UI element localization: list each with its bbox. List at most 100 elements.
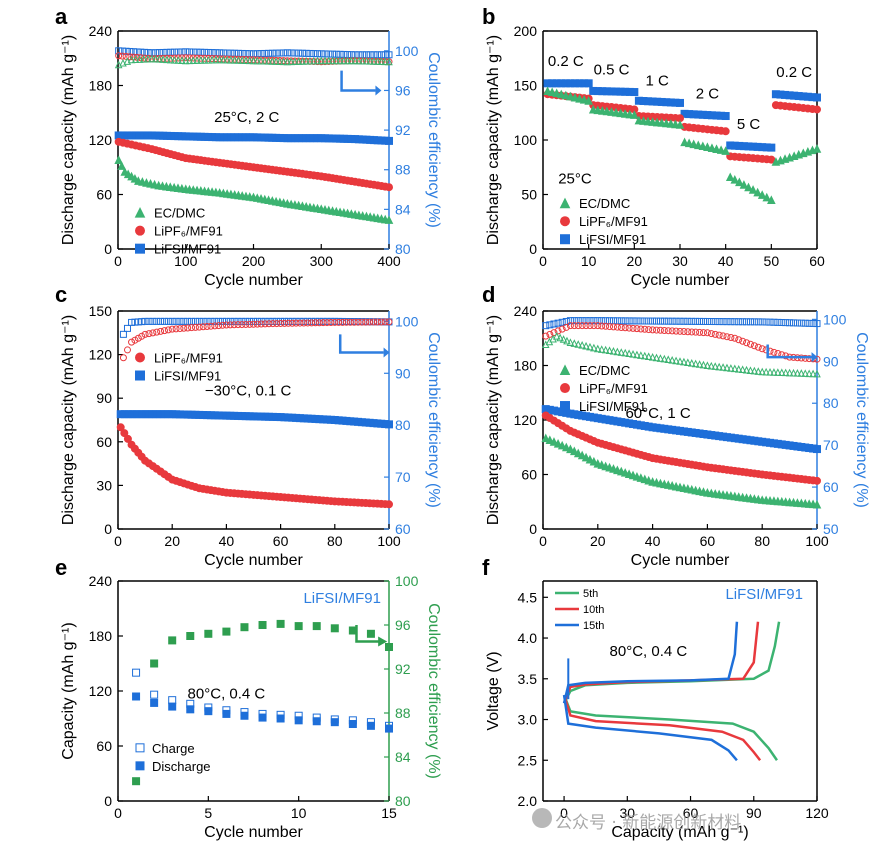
y-axis-label: Capacity (mAh g⁻¹) [60,622,77,759]
ce-point [287,57,295,66]
ce-point [188,324,196,332]
ce-point [385,318,393,326]
y-axis-label: Discharge capacity (mAh g⁻¹) [60,315,77,525]
ce-point [355,56,363,65]
ce-point [149,329,157,337]
ce-point [695,360,704,368]
ce-point [191,317,199,325]
ce-point [593,344,602,353]
wechat-icon [532,808,552,828]
capacity-point [767,195,776,204]
ce-point [163,48,171,56]
ce-point [258,621,267,629]
ce-point [746,340,754,348]
ce-point [746,318,754,326]
legend-marker [135,225,145,236]
ce-point [558,318,566,326]
ce-point [199,323,207,331]
legend-marker [135,743,145,753]
ce-point [264,57,273,65]
ce-point [339,318,347,326]
ce-point [617,348,626,356]
ce-point [300,319,308,327]
ce-point [554,327,562,335]
ce-point [172,317,180,325]
x-tick-label: 20 [627,253,643,269]
legend-marker [560,234,570,245]
y-right-tick-label: 60 [395,521,411,537]
legend-marker [135,370,145,381]
ce-point [754,318,762,326]
y-tick-label: 120 [89,347,113,363]
ce-point [373,318,381,326]
ce-point [168,325,176,333]
ce-point [641,317,649,325]
panel-d: 0 20 40 60 80 100 0 60 120 180 240 50 60 70 80 90 100 Cou… [482,282,870,569]
ce-point [637,317,645,325]
capacity-point [566,444,575,454]
ce-point [276,57,284,65]
ce-point [684,358,692,367]
ce-point [186,632,195,640]
capacity-point [541,433,551,443]
ce-point [699,317,707,325]
capacity-point [703,142,712,152]
ce-point [578,317,586,325]
ce-point [195,317,203,325]
y-right-tick-label: 80 [395,417,411,433]
ce-point [319,319,327,327]
y-tick-label: 2.0 [518,793,538,809]
capacity-point [813,476,821,485]
capacity-point [767,143,776,152]
legend-label: EC/DMC [579,363,630,378]
ce-point [283,49,291,57]
y-axis-label: Discharge capacity (mAh g⁻¹) [485,315,502,525]
ce-point [370,51,378,59]
ce-point [672,317,680,325]
capacity-point [584,96,593,105]
x-tick-label: 90 [746,805,762,821]
capacity-point [735,177,744,187]
ce-point [813,369,821,378]
ce-point [582,341,590,350]
capacity-point [557,440,567,450]
capacity-point [707,143,717,152]
condition-label: 60°C, 1 C [625,405,690,422]
right-axis-arrowhead [811,352,818,363]
ce-point [621,324,629,332]
ce-point [298,49,306,57]
ce-point [310,50,318,58]
y-right-tick-label: 92 [395,661,411,677]
capacity-point [384,215,394,224]
ce-point [381,318,389,326]
ce-point [280,317,288,325]
ce-point [325,50,333,58]
ce-point [786,319,794,327]
ce-point [223,55,231,64]
x-tick-label: 80 [754,533,770,549]
ce-point [195,323,203,331]
ce-point [180,317,188,325]
ce-point [370,318,378,326]
ce-point [797,369,806,377]
ce-point [703,329,711,337]
right-axis-arrow [340,70,376,92]
legend-label: Charge [152,741,195,756]
capacity-point [712,144,721,153]
ce-point [590,343,598,352]
ce-point [191,323,199,331]
y-right-tick-label: 100 [395,313,419,329]
ce-point [582,317,590,325]
ce-point [199,317,207,325]
ce-point [645,326,653,334]
curve-5th-charge [562,621,781,704]
ce-point [366,57,374,65]
capacity-point [630,88,639,97]
ce-point [801,319,809,327]
ce-point [313,50,321,58]
capacity-point [730,174,740,184]
y-tick-label: 2.5 [518,752,538,768]
y-axis-label: Discharge capacity (mAh g⁻¹) [60,35,77,245]
ce-point [598,317,606,325]
